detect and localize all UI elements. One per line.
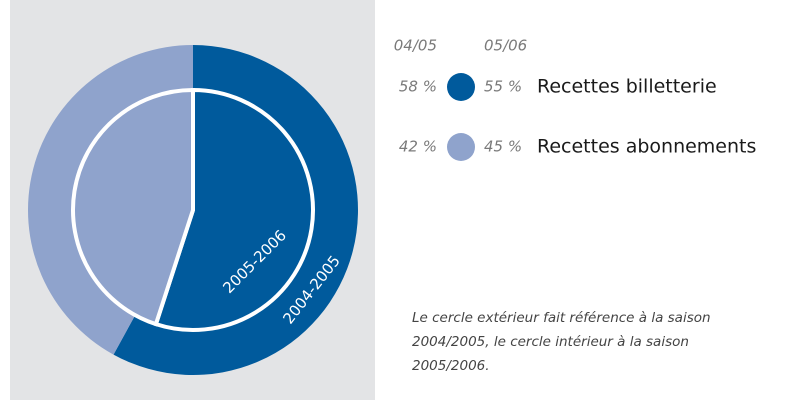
legend-header: 04/05 xyxy=(394,37,437,55)
legend-value: 42 % xyxy=(399,138,437,156)
legend-value: 45 % xyxy=(484,138,522,156)
legend-swatch xyxy=(447,133,475,161)
pie-slice xyxy=(71,87,195,327)
legend-swatch xyxy=(447,73,475,101)
legend-header: 05/06 xyxy=(484,37,527,55)
legend-label: Recettes abonnements xyxy=(537,136,756,158)
pie-slice xyxy=(153,87,315,332)
annotation: 2005/2006. xyxy=(412,358,490,374)
legend-value: 58 % xyxy=(399,78,437,96)
legend-value: 55 % xyxy=(484,78,522,96)
annotation: Le cercle extérieur fait référence à la … xyxy=(412,310,711,326)
legend-label: Recettes billetterie xyxy=(537,76,717,98)
annotation: 2004/2005, le cercle intérieur à la sais… xyxy=(412,334,689,350)
